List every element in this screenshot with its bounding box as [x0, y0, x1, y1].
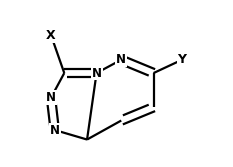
Text: N: N	[50, 124, 60, 137]
Text: X: X	[46, 29, 56, 42]
Text: N: N	[116, 53, 126, 66]
Text: N: N	[92, 67, 102, 79]
Text: Y: Y	[178, 53, 187, 66]
Text: N: N	[46, 91, 56, 104]
